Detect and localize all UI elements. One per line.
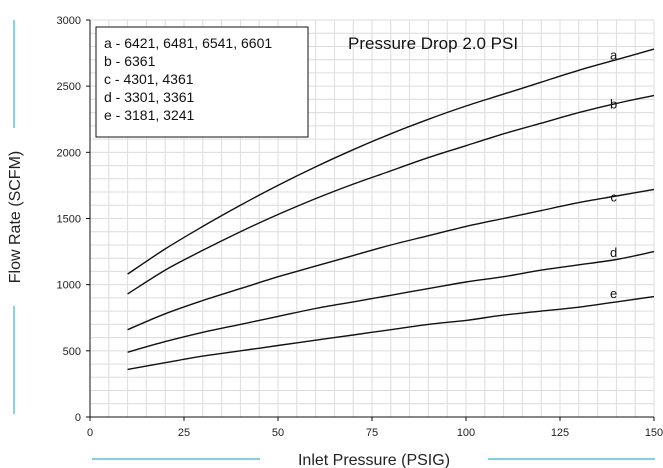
series-line-a [127,48,655,275]
x-axis-title: Inlet Pressure (PSIG) [298,452,450,468]
curve-label-e: e [610,286,617,301]
legend-entry-a: a - 6421, 6481, 6541, 6601 [104,35,272,51]
series-line-b [127,94,655,295]
series-line-d [127,250,655,353]
curve-label-a: a [610,48,618,63]
y-tick-label: 2000 [57,147,81,159]
y-tick-label: 500 [63,346,81,358]
y-tick-label: 1500 [57,214,81,226]
y-tick-label: 2500 [57,81,81,93]
x-tick-label: 0 [87,427,93,439]
legend-entry-d: d - 3301, 3361 [104,89,195,105]
series-line-c [127,188,655,331]
series-layer [127,48,655,371]
series-line-e [127,295,655,371]
x-tick-label: 25 [178,427,190,439]
chart-title: Pressure Drop 2.0 PSI [348,34,518,53]
x-tick-label: 125 [551,427,569,439]
legend-entry-b: b - 6361 [104,53,156,69]
y-tick-label: 3000 [57,15,81,27]
curve-label-b: b [610,97,617,112]
y-tick-label: 0 [75,412,81,424]
x-tick-label: 150 [645,427,663,439]
y-axis-title: Flow Rate (SCFM) [7,151,24,283]
legend-box [95,26,309,138]
curve-label-d: d [610,245,617,260]
x-tick-label: 100 [457,427,475,439]
curve-label-layer: a b c d e [610,48,618,301]
curve-label-c: c [610,189,617,204]
legend: a - 6421, 6481, 6541, 6601 b - 6361 c - … [95,26,309,138]
legend-entry-e: e - 3181, 3241 [104,107,195,123]
x-tick-label: 75 [366,427,378,439]
y-tick-label: 1000 [57,280,81,292]
legend-entry-c: c - 4301, 4361 [104,71,194,87]
x-tick-label: 50 [272,427,284,439]
